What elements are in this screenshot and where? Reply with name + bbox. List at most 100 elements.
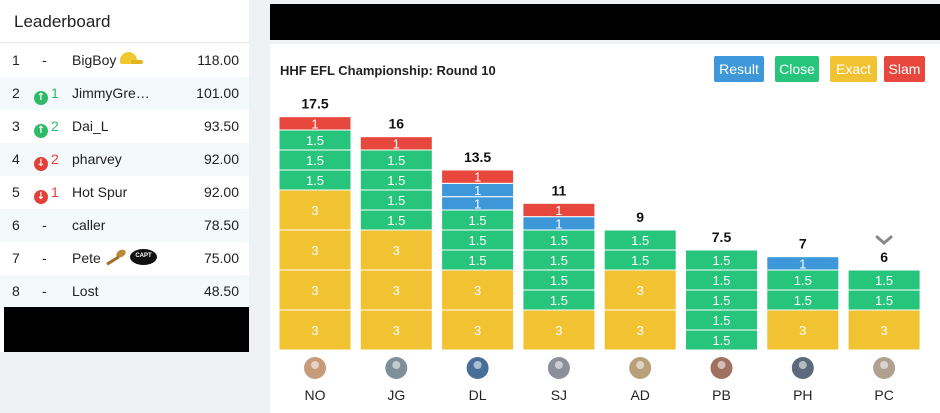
segment-value-label: 1.5 <box>712 333 730 348</box>
bar-total-label: 16 <box>389 116 405 132</box>
player-score: 118.00 <box>197 52 239 68</box>
bar-segment-slam[interactable] <box>359 136 433 151</box>
legend-result-button[interactable]: Result <box>714 56 764 82</box>
arrow-up-icon: ↑ <box>34 91 48 105</box>
chevron-down-icon[interactable] <box>875 235 893 245</box>
movement-count: 2 <box>51 118 59 134</box>
bar-total-label: 7 <box>799 236 807 252</box>
movement-count: 1 <box>51 184 59 200</box>
segment-value-label: 3 <box>393 283 400 298</box>
leaderboard-row[interactable]: 3 ↑ 2 Dai_L 93.50 <box>0 110 249 143</box>
segment-value-label: 3 <box>799 323 806 338</box>
player-initials: AD <box>630 387 649 403</box>
segment-value-label: 1.5 <box>550 253 568 268</box>
leaderboard-row[interactable]: 8 - Lost 48.50 <box>0 275 249 308</box>
legend-exact-button[interactable]: Exact <box>830 56 877 82</box>
player-score: 93.50 <box>203 118 239 134</box>
player-name: Hot Spur <box>72 184 128 200</box>
segment-value-label: 3 <box>311 243 318 258</box>
avatar-head <box>880 361 889 369</box>
segment-value-label: 3 <box>880 323 887 338</box>
bar-segment-close[interactable] <box>685 249 758 271</box>
leaderboard-row[interactable]: 2 ↑ 1 JimmyGrea… 101.00 <box>0 77 249 110</box>
leaderboard-row[interactable]: 6 - caller 78.50 <box>0 209 249 242</box>
redacted-banner <box>270 4 940 40</box>
arrow-down-icon: ↓ <box>34 157 48 171</box>
legend-slam-button[interactable]: Slam <box>884 56 925 82</box>
rank-movement: ↓ 1 <box>34 184 68 204</box>
bar-segment-close[interactable] <box>847 269 921 291</box>
avatar-head <box>392 361 401 369</box>
segment-value-label: 1 <box>799 256 806 271</box>
bar-segment-exact[interactable] <box>847 309 921 351</box>
leaderboard-row[interactable]: 1 - BigBoy 118.00 <box>0 44 249 77</box>
bar-segment-close[interactable] <box>603 229 677 251</box>
bar-segment-exact[interactable] <box>278 189 352 231</box>
bar-segment-exact[interactable] <box>441 269 515 311</box>
bar-segment-exact[interactable] <box>278 229 352 271</box>
rank-number: 2 <box>12 85 20 101</box>
rank-movement: ↑ 2 <box>34 118 68 138</box>
player-score: 78.50 <box>203 217 239 233</box>
segment-value-label: 1.5 <box>469 233 487 248</box>
rank-movement: ↑ 1 <box>34 85 68 105</box>
segment-value-label: 1.5 <box>712 253 730 268</box>
leaderboard-row[interactable]: 7- Pete CAPT 75.00 <box>0 242 249 275</box>
bar-segment-exact[interactable] <box>278 309 352 351</box>
segment-value-label: 1 <box>474 183 481 198</box>
segment-value-label: 1 <box>474 170 481 185</box>
segment-value-label: 3 <box>555 323 562 338</box>
avatar-head <box>717 361 726 369</box>
segment-value-label: 3 <box>311 203 318 218</box>
no-movement: - <box>42 283 47 299</box>
bar-segment-exact[interactable] <box>278 269 352 311</box>
bar-segment-exact[interactable] <box>603 309 677 351</box>
bar-segment-result[interactable] <box>766 256 840 271</box>
capt-icon: CAPT <box>130 248 157 266</box>
no-movement: - <box>42 250 47 266</box>
bar-segment-slam[interactable] <box>278 116 352 131</box>
segment-value-label: 1.5 <box>550 233 568 248</box>
segment-value-label: 1.5 <box>550 293 568 308</box>
avatar-head <box>311 361 319 369</box>
player-name: Dai_L <box>72 118 109 134</box>
segment-value-label: 1.5 <box>631 253 649 268</box>
bar-total-label: 11 <box>551 182 566 198</box>
legend-close-button[interactable]: Close <box>775 56 819 82</box>
segment-value-label: 1 <box>555 203 562 218</box>
segment-value-label: 1 <box>393 136 400 151</box>
bar-segment-exact[interactable] <box>359 269 433 311</box>
bar-segment-exact[interactable] <box>441 309 515 351</box>
bar-segment-exact[interactable] <box>603 269 677 311</box>
leaderboard-row[interactable]: 5 ↓ 1 Hot Spur 92.00 <box>0 176 249 209</box>
bar-segment-exact[interactable] <box>766 309 840 351</box>
segment-value-label: 1.5 <box>550 273 568 288</box>
player-initials: PB <box>712 387 731 403</box>
avatar-head <box>473 361 482 369</box>
round-chart-panel: 3 3 3 3 1.5 1.5 1.5 1 17.5 NO 3 3 3 1.5 1.5 1.5 1.5 1 16 JG… <box>270 44 940 413</box>
no-movement: - <box>42 217 47 233</box>
chart-title: HHF EFL Championship: Round 10 <box>280 63 496 78</box>
segment-value-label: 3 <box>637 323 644 338</box>
segment-value-label: 1 <box>474 196 481 211</box>
bar-total-label: 9 <box>636 209 644 225</box>
leaderboard-row[interactable]: 4 ↓ 2 pharvey 92.00 <box>0 143 249 176</box>
bar-segment-slam[interactable] <box>522 202 596 218</box>
segment-value-label: 3 <box>311 323 318 338</box>
segment-value-label: 1.5 <box>306 173 324 188</box>
bar-segment-exact[interactable] <box>359 229 433 271</box>
cap-icon <box>119 50 143 66</box>
segment-value-label: 1.5 <box>306 133 324 148</box>
bar-segment-exact[interactable] <box>359 309 433 351</box>
player-badges <box>119 50 143 70</box>
bar-total-label: 17.5 <box>301 96 328 112</box>
player-name: JimmyGrea… <box>72 85 156 101</box>
bar-segment-exact[interactable] <box>522 309 596 351</box>
rank-number: 7 <box>12 250 20 266</box>
leaderboard-panel: Leaderboard 1- BigBoy 118.00 2 ↑ 1 JimmyGrea… 1… <box>0 0 249 352</box>
bar-segment-slam[interactable] <box>441 169 515 184</box>
segment-value-label: 1.5 <box>631 233 649 248</box>
rank-number: 6 <box>12 217 20 233</box>
movement-count: 2 <box>51 151 59 167</box>
segment-value-label: 1 <box>311 116 318 131</box>
